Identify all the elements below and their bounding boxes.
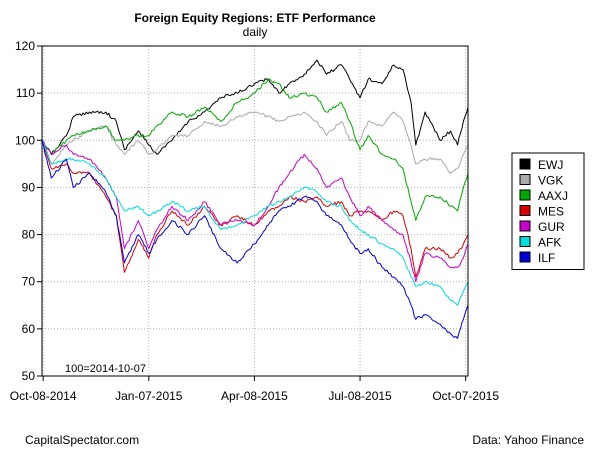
x-tick-label: Jan-07-2015 — [115, 389, 183, 403]
legend-swatch-ewj — [519, 158, 531, 170]
legend-label-vgk: VGK — [538, 174, 563, 188]
x-tick-label: Oct-08-2014 — [10, 389, 77, 403]
legend-swatch-mes — [519, 205, 531, 216]
legend-label-aaxj: AAXJ — [538, 189, 568, 203]
axes: 50 60 70 80 90 100 110 120 Oct-08-2014 Jan-07-201… — [10, 39, 500, 403]
gridlines — [42, 45, 468, 377]
legend-label-gur: GUR — [538, 220, 565, 234]
y-tick-label: 110 — [16, 86, 35, 100]
plot-frame — [41, 45, 469, 377]
legend-label-afk: AFK — [538, 236, 561, 250]
x-tick-label: Jul-08-2015 — [328, 389, 392, 403]
source-left: CapitalSpectator.com — [25, 433, 140, 447]
series-line-afk — [41, 140, 469, 306]
x-tick-label: Oct-07-2015 — [432, 389, 499, 403]
y-tick-label: 120 — [15, 39, 35, 53]
series-line-vgk — [41, 111, 469, 174]
legend-swatch-afk — [519, 236, 531, 247]
y-tick-label: 60 — [22, 322, 36, 336]
series-line-aaxj — [41, 78, 469, 221]
legend-swatch-ilf — [519, 251, 531, 263]
legend-label-ewj: EWJ — [538, 158, 563, 172]
legend-swatch-aaxj — [519, 189, 531, 201]
series-line-mes — [41, 140, 469, 278]
series-lines — [41, 59, 469, 339]
y-tick-label: 50 — [22, 369, 36, 383]
legend-label-ilf: ILF — [538, 251, 555, 265]
y-tick-label: 100 — [15, 133, 35, 147]
legend-swatch-gur — [519, 220, 531, 232]
legend-label-mes: MES — [538, 205, 564, 219]
series-line-ewj — [41, 59, 469, 155]
y-tick-label: 70 — [22, 275, 36, 289]
chart-title: Foreign Equity Regions: ETF Performance — [134, 11, 376, 25]
legend-swatch-vgk — [519, 174, 531, 185]
series-line-ilf — [41, 140, 469, 339]
y-tick-label: 80 — [22, 228, 36, 242]
source-right: Data: Yahoo Finance — [472, 433, 584, 447]
chart-subtitle: daily — [242, 25, 268, 39]
base-date-note: 100=2014-10-07 — [65, 363, 146, 375]
y-tick-label: 90 — [22, 180, 36, 194]
x-tick-label: Apr-08-2015 — [221, 389, 288, 403]
